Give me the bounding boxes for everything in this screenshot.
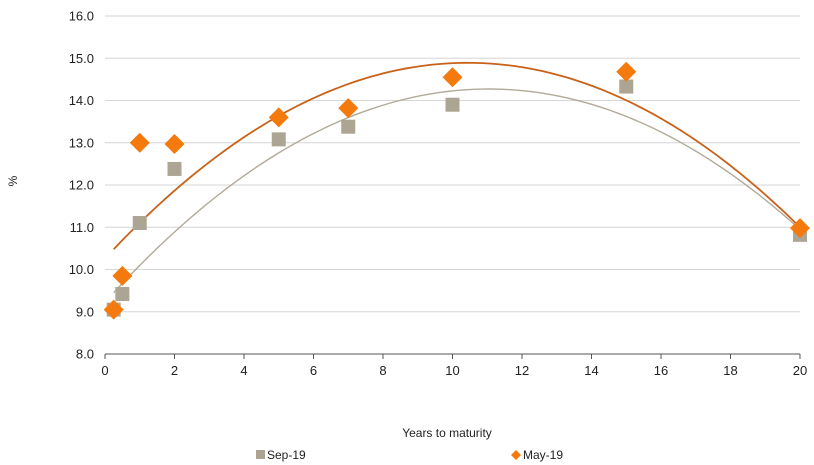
- y-axis-ticks: 8.0 9.0 10.0 11.0 12.0 13.0 14.0 15.0 16.0: [69, 9, 94, 362]
- point-may-19: [268, 107, 289, 128]
- gridlines: [105, 15, 800, 313]
- data-points: [103, 61, 810, 320]
- legend-item-may-19: May-19: [511, 448, 563, 462]
- point-may-19: [112, 265, 133, 286]
- x-tick-label: 18: [723, 363, 737, 378]
- legend-item-sep-19: Sep-19: [256, 448, 306, 462]
- point-sep-19: [341, 119, 356, 134]
- point-may-19: [338, 98, 359, 119]
- y-tick-label: 16.0: [69, 9, 94, 24]
- x-tick-label: 2: [171, 363, 178, 378]
- point-may-19: [790, 218, 810, 239]
- x-axis-title: Years to maturity: [402, 426, 492, 440]
- y-tick-label: 8.0: [76, 347, 94, 362]
- y-tick-label: 15.0: [69, 51, 94, 66]
- point-sep-19: [271, 132, 286, 147]
- y-axis-title: %: [6, 175, 20, 186]
- y-tick-label: 9.0: [76, 304, 94, 319]
- x-tick-label: 6: [310, 363, 317, 378]
- point-sep-19: [115, 287, 130, 302]
- legend-marker-sep-19: [256, 450, 265, 459]
- legend-marker-may-19: [511, 450, 521, 460]
- x-tick-label: 10: [445, 363, 459, 378]
- x-tick-label: 8: [379, 363, 386, 378]
- y-tick-label: 14.0: [69, 93, 94, 108]
- y-tick-label: 11.0: [70, 220, 94, 235]
- point-sep-19: [619, 79, 634, 94]
- x-tick-label: 14: [584, 363, 598, 378]
- x-tick-label: 0: [101, 363, 108, 378]
- point-may-19: [103, 299, 124, 320]
- legend-label-may-19: May-19: [523, 448, 563, 462]
- x-tick-label: 16: [654, 363, 668, 378]
- point-may-19: [616, 61, 637, 82]
- x-tick-label: 12: [515, 363, 529, 378]
- point-may-19: [164, 134, 185, 155]
- point-may-19: [442, 67, 463, 88]
- legend: Sep-19 May-19: [256, 448, 563, 462]
- y-tick-label: 10.0: [69, 262, 94, 277]
- y-tick-label: 12.0: [69, 178, 94, 193]
- trend-line-may-19: [113, 61, 801, 250]
- x-axis-ticks: 0 2 4 6 8 10 12 14 16 18 20: [101, 354, 807, 378]
- legend-label-sep-19: Sep-19: [267, 448, 306, 462]
- x-tick-label: 4: [240, 363, 247, 378]
- x-tick-label: 20: [793, 363, 807, 378]
- point-may-19: [129, 132, 150, 153]
- trend-lines: [113, 61, 801, 294]
- point-sep-19: [445, 97, 460, 112]
- trend-line-sep-19: [113, 88, 801, 294]
- point-sep-19: [167, 161, 182, 176]
- y-tick-label: 13.0: [69, 135, 94, 150]
- point-sep-19: [132, 216, 147, 231]
